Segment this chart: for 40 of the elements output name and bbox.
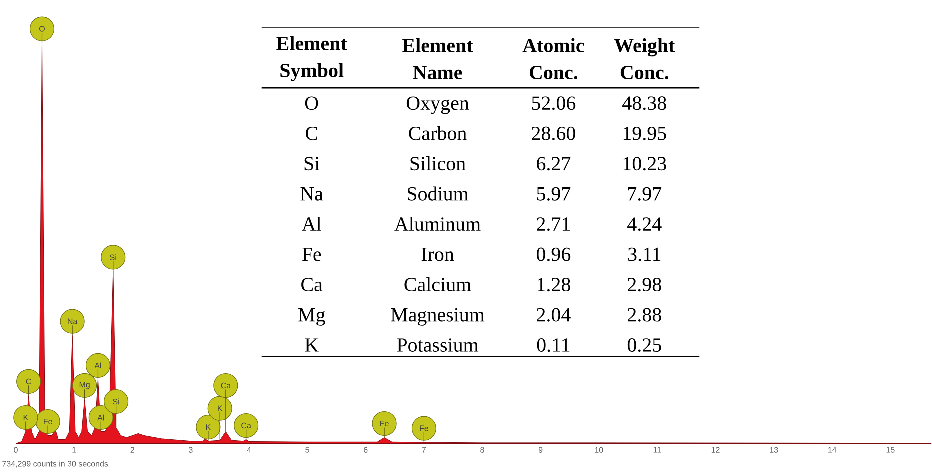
annotation: Mg [298,308,326,326]
annotation: 1.28 [538,278,570,292]
annotation: Ca [302,278,323,292]
category-label: Element Name [402,38,474,80]
annotation: 52.06 [532,96,576,110]
annotation: Al [302,217,322,231]
annotation: 28.60 [532,127,576,141]
annotation: K [305,338,319,352]
annotation: 2.04 [537,308,571,322]
annotation: 10.23 [624,157,666,171]
annotation: Na [300,188,324,201]
annotation: 48.38 [622,96,666,110]
annotation: 6.27 [537,157,571,171]
annotation: 5.97 [537,188,571,202]
annotation: Oxygen [406,96,470,114]
annotation: Fe [302,248,322,262]
category-label: Atomic Conc. [522,38,584,80]
annotation: Magnesium [391,308,485,326]
annotation: Si [304,157,320,171]
annotation: 2.88 [628,308,662,322]
annotation: C [306,127,318,140]
annotation: O [305,96,318,110]
annotation: 3.11 [628,248,661,262]
annotation: Iron [422,248,454,262]
annotation: 19.95 [624,127,666,141]
annotation: 0.25 [628,338,662,352]
annotation: Silicon [410,156,466,171]
annotation: Potassium [397,338,479,352]
annotation: Aluminum [394,217,481,232]
category-label: Weight Conc. [614,38,676,80]
annotation: 2.98 [628,278,662,292]
annotation: 4.24 [628,218,662,232]
annotation: 0.11 [537,338,570,352]
annotation: 2.71 [537,218,570,232]
annotation: 7.97 [628,188,662,202]
annotation: 0.96 [536,248,571,262]
annotation: Sodium [408,186,469,201]
annotation: Carbon [409,126,467,140]
category-label: Element Symbol [276,36,348,82]
annotation: Calcium [404,278,472,292]
